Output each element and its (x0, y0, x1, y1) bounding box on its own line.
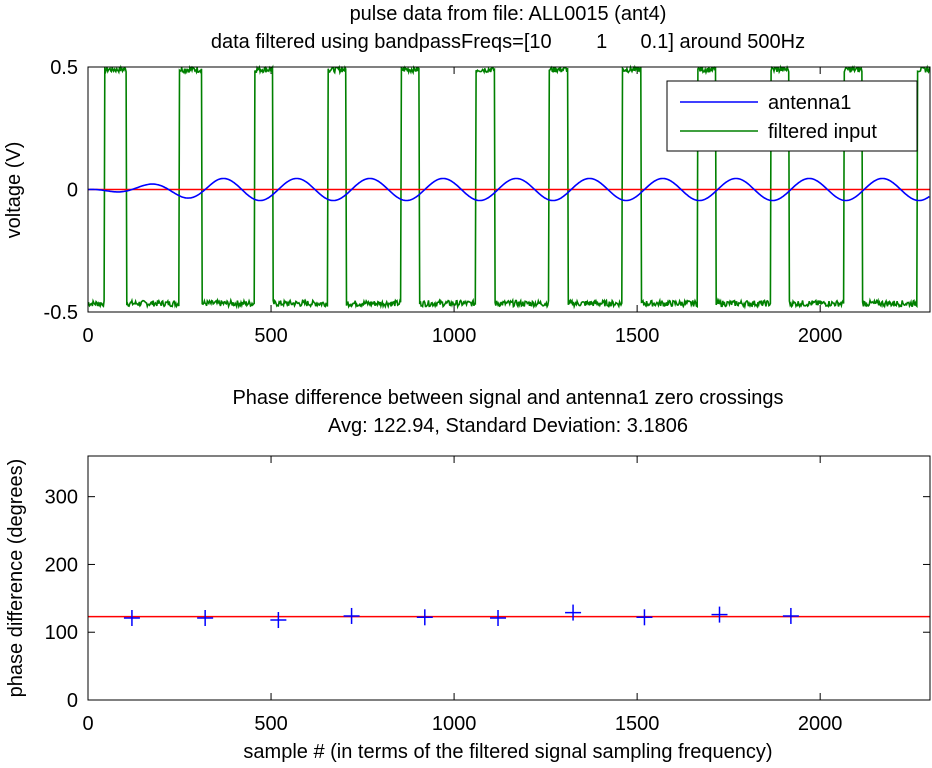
top-xtick-label: 0 (82, 325, 93, 347)
phase-point-marker (711, 606, 728, 623)
top-chart-title: pulse data from file: ALL0015 (ant4) (350, 3, 667, 25)
phase-point-marker (490, 609, 507, 626)
top-chart: pulse data from file: ALL0015 (ant4) dat… (3, 3, 931, 347)
bottom-x-ticks: 0 500 1000 1500 2000 (82, 456, 842, 735)
top-xtick-label: 500 (254, 325, 287, 347)
bottom-plot-frame (87, 455, 931, 701)
legend-label-antenna1: antenna1 (768, 92, 851, 114)
top-chart-ylabel: voltage (V) (3, 142, 25, 239)
top-legend: antenna1 filtered input (666, 80, 918, 152)
phase-point-marker (565, 604, 582, 621)
bottom-ytick-label: 100 (45, 622, 78, 644)
top-plot-frame (87, 66, 931, 313)
bottom-ytick-label: 300 (45, 487, 78, 509)
bottom-chart-subtitle: Avg: 122.94, Standard Deviation: 3.1806 (328, 415, 688, 437)
phase-point-marker (197, 609, 214, 626)
bottom-xtick-label: 2000 (798, 713, 843, 735)
top-ytick-label: -0.5 (44, 302, 78, 324)
top-x-ticks: 0 500 1000 1500 2000 (82, 67, 842, 347)
bottom-xtick-label: 0 (82, 713, 93, 735)
legend-label-filtered-input: filtered input (768, 121, 877, 143)
bottom-chart-title: Phase difference between signal and ante… (232, 387, 783, 409)
phase-point-marker (123, 609, 140, 626)
bottom-y-ticks: 0 100 200 300 (45, 487, 930, 712)
series-filtered-input-line (87, 64, 931, 310)
top-xtick-label: 1500 (615, 325, 660, 347)
bottom-xtick-label: 1000 (432, 713, 477, 735)
phase-point-marker (270, 612, 287, 629)
top-xtick-label: 2000 (798, 325, 843, 347)
bottom-chart-xlabel: sample # (in terms of the filtered signa… (243, 741, 772, 763)
phase-points (123, 604, 799, 629)
top-ytick-label: 0.5 (50, 57, 78, 79)
bottom-chart-ylabel: phase difference (degrees) (5, 459, 27, 698)
top-ytick-label: 0 (67, 180, 78, 202)
bottom-xtick-label: 500 (254, 713, 287, 735)
bottom-ytick-label: 200 (45, 554, 78, 576)
top-chart-subtitle: data filtered using bandpassFreqs=[10 1 … (211, 31, 805, 53)
series-antenna1-line (88, 177, 930, 202)
top-xtick-label: 1000 (432, 325, 477, 347)
phase-point-marker (636, 609, 653, 626)
phase-point-marker (782, 607, 799, 624)
legend-box (666, 80, 918, 152)
phase-point-marker (343, 607, 360, 624)
bottom-xtick-label: 1500 (615, 713, 660, 735)
bottom-chart: Phase difference between signal and ante… (5, 387, 931, 763)
phase-point-marker (416, 609, 433, 626)
bottom-ytick-label: 0 (67, 690, 78, 712)
